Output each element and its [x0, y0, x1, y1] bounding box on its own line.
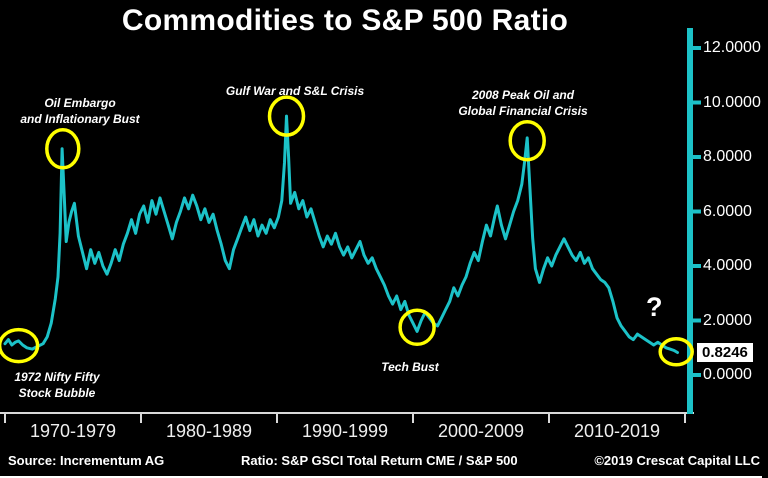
- ratio-series-line: [3, 114, 679, 354]
- x-axis-line: [0, 412, 694, 414]
- y-axis-tick: [693, 264, 701, 268]
- x-axis-tick: [548, 414, 550, 423]
- annotation-circle-gulf-war: [267, 95, 306, 137]
- footer-bar: Source: Incrementum AG Ratio: S&P GSCI T…: [0, 453, 768, 468]
- annotation-circle-oil-embargo: [45, 128, 81, 170]
- x-axis-tick: [684, 414, 686, 423]
- annotation-circle-current: [658, 337, 694, 367]
- annotation-circle-nifty-fifty: [0, 327, 40, 364]
- x-axis-tick: [4, 414, 6, 423]
- annotation-circle-2008-peak: [508, 119, 546, 162]
- y-axis-tick: [693, 155, 701, 159]
- copyright-label: ©2019 Crescat Capital LLC: [594, 453, 760, 468]
- y-axis-tick: [693, 100, 701, 105]
- chart-title: Commodities to S&P 500 Ratio: [121, 4, 569, 37]
- x-axis-tick: [412, 414, 414, 423]
- x-axis-tick: [276, 414, 278, 423]
- y-axis-spine: [687, 28, 693, 414]
- y-axis-tick: [693, 46, 701, 50]
- y-axis-tick: [693, 373, 701, 377]
- x-axis-tick: [140, 414, 142, 423]
- y-axis-tick: [693, 318, 701, 323]
- y-axis-tick: [693, 209, 701, 214]
- annotation-circle-tech-bust: [398, 308, 436, 347]
- ratio-definition-label: Ratio: S&P GSCI Total Return CME / S&P 5…: [240, 453, 518, 468]
- source-label: Source: Incrementum AG: [8, 453, 165, 468]
